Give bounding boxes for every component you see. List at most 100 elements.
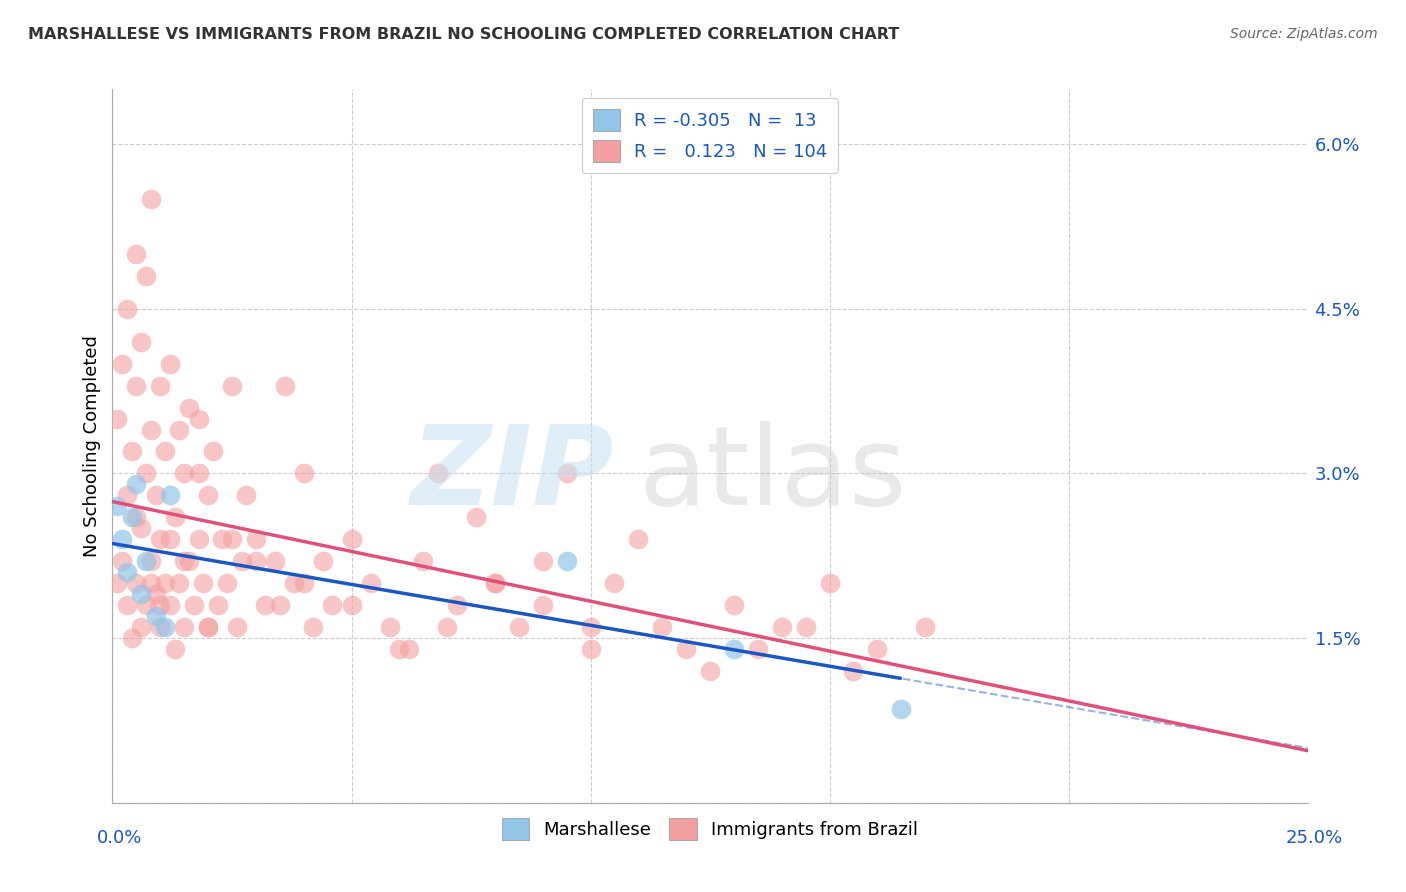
Point xyxy=(197,488,219,502)
Point xyxy=(173,467,195,481)
Text: MARSHALLESE VS IMMIGRANTS FROM BRAZIL NO SCHOOLING COMPLETED CORRELATION CHART: MARSHALLESE VS IMMIGRANTS FROM BRAZIL NO… xyxy=(28,27,900,42)
Point xyxy=(149,598,172,612)
Point xyxy=(125,477,148,491)
Point xyxy=(177,401,200,415)
Point xyxy=(135,268,157,283)
Point xyxy=(145,488,167,502)
Point xyxy=(159,357,181,371)
Point xyxy=(125,378,148,392)
Point xyxy=(723,642,745,657)
Point xyxy=(187,411,209,425)
Point xyxy=(153,444,176,458)
Point xyxy=(699,664,721,678)
Point xyxy=(197,620,219,634)
Point xyxy=(221,378,243,392)
Point xyxy=(129,620,152,634)
Point xyxy=(207,598,229,612)
Point xyxy=(105,576,128,591)
Point xyxy=(388,642,411,657)
Point xyxy=(135,467,157,481)
Point xyxy=(159,533,181,547)
Point xyxy=(484,576,506,591)
Point xyxy=(197,620,219,634)
Point xyxy=(139,192,162,206)
Point xyxy=(221,533,243,547)
Point xyxy=(321,598,343,612)
Text: 0.0%: 0.0% xyxy=(97,829,142,847)
Point xyxy=(890,702,912,716)
Point xyxy=(115,566,138,580)
Point xyxy=(269,598,291,612)
Point xyxy=(675,642,697,657)
Point xyxy=(245,533,267,547)
Point xyxy=(111,554,134,568)
Point xyxy=(129,521,152,535)
Y-axis label: No Schooling Completed: No Schooling Completed xyxy=(83,335,101,557)
Point xyxy=(135,598,157,612)
Point xyxy=(153,576,176,591)
Point xyxy=(842,664,865,678)
Point xyxy=(169,423,191,437)
Point xyxy=(149,378,172,392)
Point xyxy=(149,620,172,634)
Point xyxy=(121,444,143,458)
Point xyxy=(201,444,224,458)
Point xyxy=(340,533,363,547)
Text: Source: ZipAtlas.com: Source: ZipAtlas.com xyxy=(1230,27,1378,41)
Point xyxy=(464,510,486,524)
Point xyxy=(747,642,769,657)
Point xyxy=(115,488,138,502)
Point xyxy=(183,598,205,612)
Point xyxy=(173,554,195,568)
Point xyxy=(484,576,506,591)
Point xyxy=(651,620,673,634)
Text: 25.0%: 25.0% xyxy=(1286,829,1343,847)
Point xyxy=(163,510,186,524)
Point xyxy=(245,554,267,568)
Point xyxy=(231,554,253,568)
Point xyxy=(426,467,449,481)
Point xyxy=(111,533,134,547)
Point xyxy=(579,642,602,657)
Point xyxy=(217,576,239,591)
Point xyxy=(398,642,420,657)
Point xyxy=(723,598,745,612)
Point xyxy=(531,554,554,568)
Point xyxy=(153,620,176,634)
Point xyxy=(187,533,209,547)
Point xyxy=(508,620,530,634)
Point xyxy=(125,247,148,261)
Point xyxy=(579,620,602,634)
Text: atlas: atlas xyxy=(638,421,907,528)
Point xyxy=(340,598,363,612)
Point xyxy=(436,620,458,634)
Point xyxy=(159,488,181,502)
Point xyxy=(446,598,468,612)
Point xyxy=(531,598,554,612)
Point xyxy=(145,587,167,601)
Point xyxy=(302,620,325,634)
Point xyxy=(770,620,793,634)
Point xyxy=(254,598,277,612)
Point xyxy=(129,587,152,601)
Point xyxy=(135,554,157,568)
Point xyxy=(235,488,257,502)
Point xyxy=(139,554,162,568)
Point xyxy=(818,576,841,591)
Point xyxy=(264,554,287,568)
Point xyxy=(173,620,195,634)
Point xyxy=(139,423,162,437)
Point xyxy=(603,576,626,591)
Point xyxy=(627,533,650,547)
Point xyxy=(115,598,138,612)
Point xyxy=(360,576,382,591)
Point xyxy=(177,554,200,568)
Point xyxy=(283,576,305,591)
Point xyxy=(125,510,148,524)
Point xyxy=(115,301,138,316)
Point xyxy=(555,554,578,568)
Point xyxy=(105,500,128,514)
Legend: Marshallese, Immigrants from Brazil: Marshallese, Immigrants from Brazil xyxy=(495,811,925,847)
Point xyxy=(159,598,181,612)
Point xyxy=(312,554,335,568)
